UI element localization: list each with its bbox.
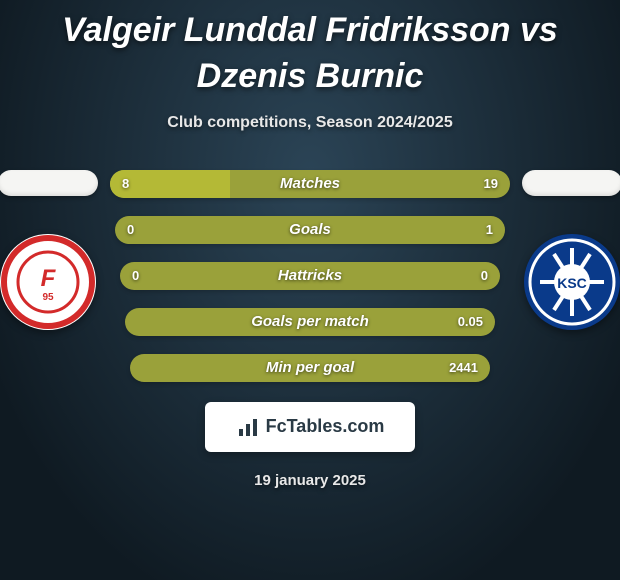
team-left-crest: F 95 xyxy=(0,234,96,330)
stat-label: Goals per match xyxy=(125,308,495,336)
player-right-col: KSC xyxy=(522,170,620,330)
player-right-name-pill xyxy=(522,170,620,196)
stat-label: Min per goal xyxy=(130,354,490,382)
fctables-logo[interactable]: FcTables.com xyxy=(205,402,415,452)
stat-label: Goals xyxy=(115,216,505,244)
subtitle: Club competitions, Season 2024/2025 xyxy=(0,114,620,132)
stat-value-left: 0 xyxy=(132,262,139,290)
stat-value-right: 19 xyxy=(484,170,498,198)
stat-label: Hattricks xyxy=(120,262,500,290)
comparison-card: Valgeir Lunddal Fridriksson vs Dzenis Bu… xyxy=(0,0,620,580)
svg-text:KSC: KSC xyxy=(557,275,587,291)
stat-value-left: 8 xyxy=(122,170,129,198)
page-title: Valgeir Lunddal Fridriksson vs Dzenis Bu… xyxy=(0,8,620,100)
svg-text:F: F xyxy=(41,265,57,292)
stat-value-right: 0 xyxy=(481,262,488,290)
ksc-crest-icon: KSC xyxy=(524,234,620,330)
stat-value-right: 2441 xyxy=(449,354,478,382)
svg-text:95: 95 xyxy=(42,292,54,303)
logo-text: FcTables.com xyxy=(266,416,385,437)
comparison-bars: Matches819Goals01Hattricks00Goals per ma… xyxy=(110,170,510,382)
bar-chart-icon xyxy=(236,415,260,439)
stat-value-right: 0.05 xyxy=(458,308,483,336)
stat-bar: Goals0 1 xyxy=(115,216,505,244)
team-right-crest: KSC xyxy=(524,234,620,330)
player-left-name-pill xyxy=(0,170,98,196)
fortuna-crest-icon: F 95 xyxy=(0,234,96,330)
stat-bar: Matches8 19 xyxy=(110,170,510,198)
stat-value-left: 0 xyxy=(127,216,134,244)
stat-bar: Goals per match0.05 xyxy=(125,308,495,336)
stat-bar: Min per goal2441 xyxy=(130,354,490,382)
stat-value-right: 1 xyxy=(486,216,493,244)
stat-label: Matches xyxy=(110,170,510,198)
date-label: 19 january 2025 xyxy=(0,472,620,489)
stat-bar: Hattricks0 0 xyxy=(120,262,500,290)
chart-area: F 95 Matches819Goals01Hattricks00Goals p… xyxy=(0,170,620,382)
player-left-col: F 95 xyxy=(0,170,98,330)
